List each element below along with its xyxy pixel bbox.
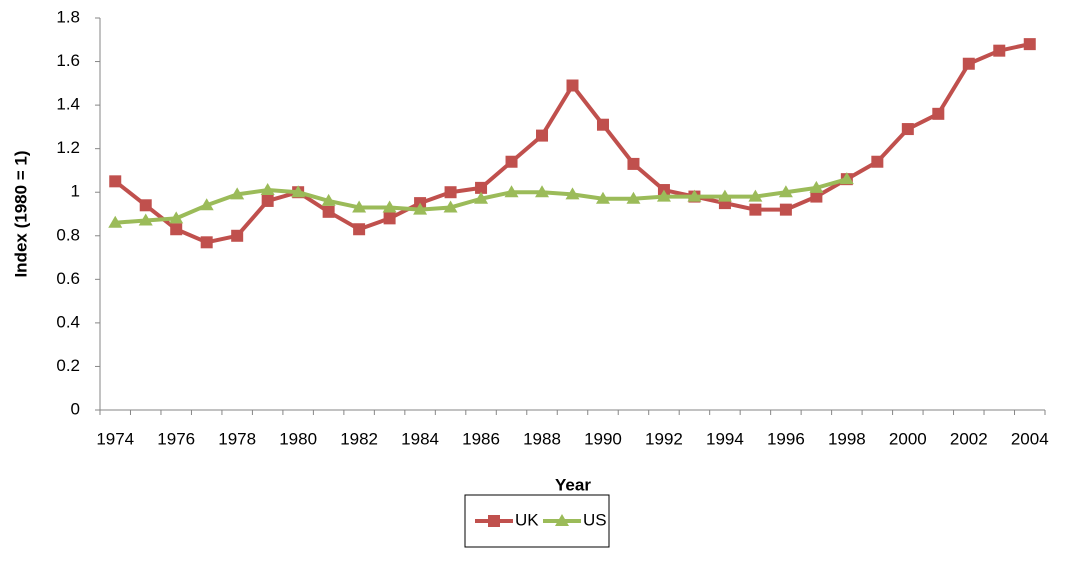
data-point xyxy=(596,118,609,131)
data-point xyxy=(139,199,152,212)
data-point xyxy=(109,175,122,188)
data-point xyxy=(627,157,640,170)
x-tick-label: 1996 xyxy=(767,429,805,448)
data-point xyxy=(475,181,488,194)
data-point xyxy=(200,236,213,249)
data-point xyxy=(291,185,306,198)
x-tick-label: 1976 xyxy=(157,429,195,448)
data-point xyxy=(352,200,367,213)
data-point xyxy=(565,187,580,200)
x-tick-label: 1990 xyxy=(584,429,622,448)
y-tick-label: 0.8 xyxy=(56,225,80,244)
data-point xyxy=(322,205,335,218)
x-tick-label: 1986 xyxy=(462,429,500,448)
data-point xyxy=(901,123,914,136)
y-tick-label: 1 xyxy=(71,182,80,201)
data-point xyxy=(595,191,610,204)
data-point xyxy=(748,189,763,202)
data-point xyxy=(656,189,671,202)
data-point xyxy=(536,129,549,142)
legend-label: UK xyxy=(515,510,539,529)
data-point xyxy=(169,211,184,224)
data-point xyxy=(504,185,519,198)
data-point xyxy=(962,57,975,70)
x-tick-label: 1988 xyxy=(523,429,561,448)
y-tick-label: 0 xyxy=(71,399,80,418)
y-tick-label: 0.2 xyxy=(56,356,80,375)
data-point xyxy=(383,212,396,225)
data-point xyxy=(779,203,792,216)
y-tick-label: 1.6 xyxy=(56,51,80,70)
data-point xyxy=(749,203,762,216)
x-tick-label: 1984 xyxy=(401,429,439,448)
legend-marker xyxy=(555,514,569,526)
data-point xyxy=(261,194,274,207)
data-point xyxy=(717,189,732,202)
data-point xyxy=(382,200,397,213)
data-point xyxy=(778,185,793,198)
data-point xyxy=(138,213,153,226)
data-point xyxy=(321,193,336,206)
data-point xyxy=(810,190,823,203)
data-point xyxy=(993,44,1006,57)
data-point xyxy=(443,200,458,213)
data-point xyxy=(1023,38,1036,51)
x-axis-title: Year xyxy=(555,475,591,494)
x-tick-label: 1994 xyxy=(706,429,744,448)
data-point xyxy=(474,191,489,204)
data-point xyxy=(444,186,457,199)
data-point xyxy=(353,223,366,236)
data-point xyxy=(535,185,550,198)
x-tick-label: 2004 xyxy=(1011,429,1049,448)
data-point xyxy=(687,189,702,202)
x-tick-label: 1998 xyxy=(828,429,866,448)
data-point xyxy=(505,155,518,168)
y-tick-label: 1.4 xyxy=(56,95,80,114)
data-point xyxy=(626,191,641,204)
series-line xyxy=(114,42,1031,245)
data-point xyxy=(566,79,579,92)
data-point xyxy=(260,183,275,196)
x-tick-label: 2002 xyxy=(950,429,988,448)
x-tick-label: 1982 xyxy=(340,429,378,448)
x-tick-label: 1992 xyxy=(645,429,683,448)
y-tick-label: 0.6 xyxy=(56,269,80,288)
data-point xyxy=(809,180,824,193)
y-axis-title: Index (1980 = 1) xyxy=(11,150,30,277)
x-tick-label: 1974 xyxy=(96,429,134,448)
y-tick-label: 1.8 xyxy=(56,7,80,26)
data-point xyxy=(871,155,884,168)
legend-marker xyxy=(488,515,500,527)
data-point xyxy=(231,229,244,242)
data-point xyxy=(230,187,245,200)
x-tick-label: 1978 xyxy=(218,429,256,448)
data-point xyxy=(170,223,183,236)
x-tick-label: 2000 xyxy=(889,429,927,448)
data-point xyxy=(413,202,428,215)
y-tick-label: 0.4 xyxy=(56,312,80,331)
data-point xyxy=(932,107,945,120)
x-tick-label: 1980 xyxy=(279,429,317,448)
legend-label: US xyxy=(583,510,607,529)
y-tick-label: 1.2 xyxy=(56,138,80,157)
data-point xyxy=(839,172,854,185)
data-point xyxy=(199,198,214,211)
data-point xyxy=(108,215,123,228)
